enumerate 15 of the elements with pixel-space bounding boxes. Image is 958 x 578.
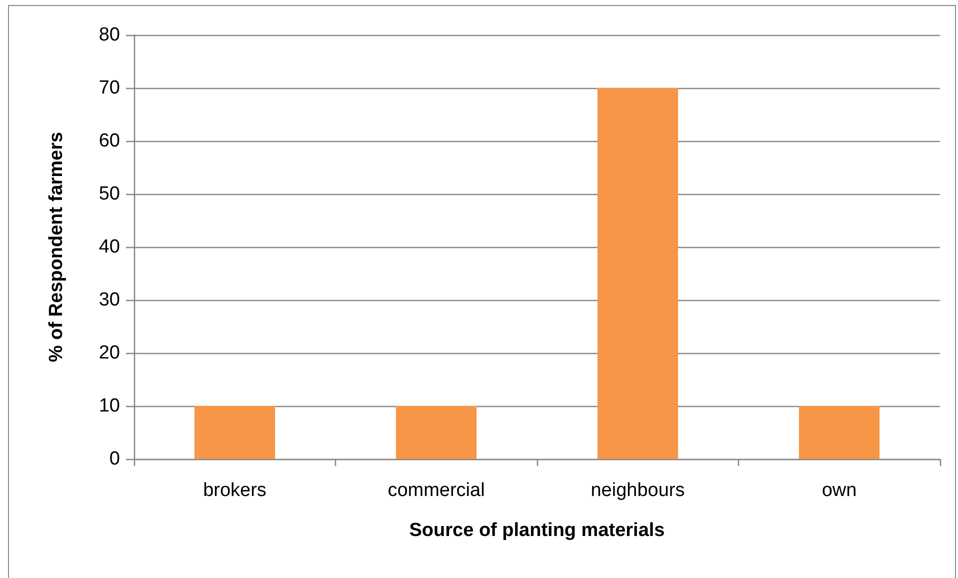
- x-tick-label: own: [822, 480, 857, 501]
- y-tick-label: 20: [98, 342, 120, 364]
- y-tick-label: 70: [98, 78, 120, 98]
- y-tick-label: 60: [98, 130, 120, 152]
- x-tick-label: brokers: [203, 480, 266, 501]
- y-tick-label: 10: [98, 396, 120, 416]
- x-tick-label: commercial: [388, 480, 485, 501]
- y-tick-label: 30: [98, 290, 120, 310]
- y-tick-label: 50: [98, 184, 120, 204]
- x-axis-title: Source of planting materials: [409, 520, 665, 541]
- y-axis-title: % of Respondent farmers: [46, 132, 67, 362]
- x-tick-label: neighbours: [590, 480, 685, 501]
- y-tick-label: 40: [98, 236, 120, 258]
- y-tick-label: 80: [98, 24, 120, 46]
- y-tick-label: 0: [109, 448, 120, 470]
